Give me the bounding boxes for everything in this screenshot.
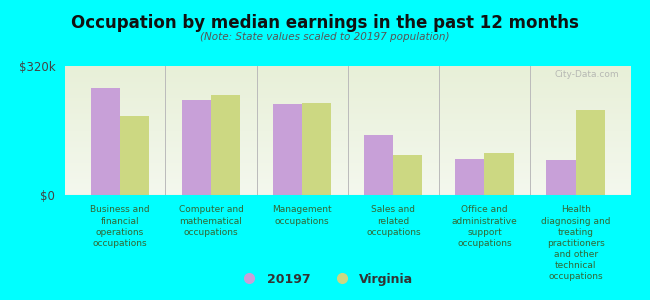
Bar <box>484 153 514 195</box>
Bar <box>273 104 302 195</box>
Legend: 20197, Virginia: 20197, Virginia <box>232 268 418 291</box>
Bar <box>211 95 240 195</box>
Text: City-Data.com: City-Data.com <box>554 70 619 79</box>
Text: Occupation by median earnings in the past 12 months: Occupation by median earnings in the pas… <box>71 14 579 32</box>
Bar <box>455 159 484 195</box>
Bar <box>302 103 332 195</box>
Bar <box>91 88 120 195</box>
Bar <box>547 160 576 195</box>
Bar <box>364 134 393 195</box>
Bar <box>182 100 211 195</box>
Bar <box>120 116 149 195</box>
Bar <box>393 155 422 195</box>
Bar <box>576 110 604 195</box>
Bar <box>273 104 302 195</box>
Bar <box>547 160 576 195</box>
Bar <box>120 116 149 195</box>
Bar <box>211 95 240 195</box>
Bar <box>302 103 332 195</box>
Bar <box>393 155 422 195</box>
Text: (Note: State values scaled to 20197 population): (Note: State values scaled to 20197 popu… <box>200 32 450 41</box>
Bar <box>182 100 211 195</box>
Bar <box>484 153 514 195</box>
Bar <box>455 159 484 195</box>
Bar <box>364 134 393 195</box>
Bar <box>91 88 120 195</box>
Bar <box>576 110 604 195</box>
